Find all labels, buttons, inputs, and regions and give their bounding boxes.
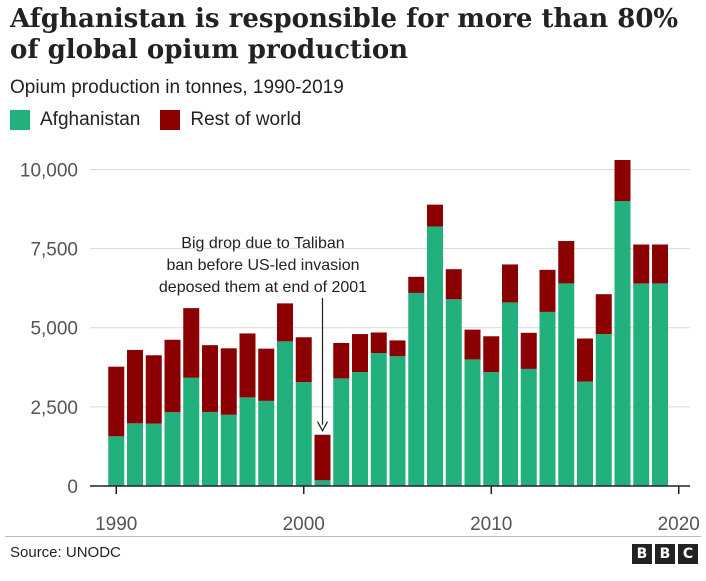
bar-afghanistan bbox=[333, 378, 350, 486]
bar-afghanistan bbox=[220, 414, 237, 486]
bar-afghanistan bbox=[108, 436, 125, 486]
bar-rest-of-world bbox=[633, 244, 650, 284]
bar-rest-of-world bbox=[502, 264, 518, 303]
bar-rest-of-world bbox=[558, 241, 575, 284]
source-note: Source: UNODC bbox=[10, 544, 121, 561]
bar-afghanistan bbox=[445, 299, 462, 486]
bbc-logo-letter: B bbox=[655, 544, 675, 564]
bar-rest-of-world bbox=[277, 303, 293, 342]
annotation-text: deposed them at end of 2001 bbox=[159, 279, 367, 296]
bar-rest-of-world bbox=[164, 339, 181, 413]
bar-rest-of-world bbox=[595, 294, 612, 335]
legend-item-rest-of-world: Rest of world bbox=[160, 109, 301, 131]
bbc-logo-letter: C bbox=[678, 544, 698, 564]
bar-afghanistan bbox=[427, 226, 443, 487]
bar-afghanistan bbox=[502, 302, 518, 486]
bar-rest-of-world bbox=[464, 329, 481, 360]
y-tick-label: 2,500 bbox=[30, 398, 78, 419]
bar-afghanistan bbox=[614, 201, 631, 486]
legend-label-afghanistan: Afghanistan bbox=[40, 109, 141, 130]
legend-item-afghanistan: Afghanistan bbox=[10, 109, 140, 131]
chart-title: Afghanistan is responsible for more than… bbox=[10, 4, 679, 65]
chart-subtitle: Opium production in tonnes, 1990-2019 bbox=[10, 77, 344, 98]
bar-afghanistan bbox=[314, 480, 331, 486]
bar-rest-of-world bbox=[333, 342, 350, 379]
bar-rest-of-world bbox=[427, 204, 443, 227]
bar-afghanistan bbox=[595, 334, 612, 486]
y-tick-label: 5,000 bbox=[30, 319, 78, 340]
footer-divider bbox=[5, 536, 701, 537]
bar-afghanistan bbox=[370, 353, 387, 486]
bar-afghanistan bbox=[558, 283, 575, 486]
bar-afghanistan bbox=[145, 423, 162, 486]
bar-afghanistan bbox=[202, 411, 218, 486]
y-tick-label: 10,000 bbox=[20, 160, 78, 181]
bar-afghanistan bbox=[408, 292, 425, 486]
bar-rest-of-world bbox=[520, 332, 537, 369]
legend: Afghanistan Rest of world bbox=[10, 109, 321, 131]
bar-afghanistan bbox=[183, 377, 200, 486]
x-tick-label: 2000 bbox=[283, 514, 325, 535]
bar-afghanistan bbox=[277, 341, 293, 486]
bar-rest-of-world bbox=[295, 337, 312, 383]
bar-rest-of-world bbox=[614, 160, 631, 202]
bar-rest-of-world bbox=[239, 333, 256, 398]
x-tick-label: 2010 bbox=[470, 514, 512, 535]
bbc-logo-letter: B bbox=[632, 544, 652, 564]
bar-rest-of-world bbox=[577, 338, 593, 382]
bar-afghanistan bbox=[577, 381, 593, 486]
bar-afghanistan bbox=[352, 372, 368, 486]
bar-rest-of-world bbox=[258, 348, 275, 401]
annotation-text: ban before US-led invasion bbox=[166, 257, 359, 274]
annotation-arrowhead bbox=[316, 421, 329, 432]
bar-rest-of-world bbox=[539, 269, 556, 312]
bar-rest-of-world bbox=[220, 348, 237, 415]
bbc-logo: B B C bbox=[632, 544, 698, 564]
legend-label-rest-of-world: Rest of world bbox=[190, 109, 302, 130]
bar-afghanistan bbox=[633, 283, 650, 486]
bar-rest-of-world bbox=[127, 349, 143, 424]
annotation-text: Big drop due to Taliban bbox=[181, 235, 344, 252]
legend-swatch-rest-of-world bbox=[160, 110, 181, 130]
bar-afghanistan bbox=[464, 359, 481, 486]
legend-swatch-afghanistan bbox=[10, 110, 30, 130]
bar-afghanistan bbox=[127, 423, 143, 486]
bar-rest-of-world bbox=[370, 332, 387, 354]
bar-afghanistan bbox=[539, 311, 556, 486]
bar-afghanistan bbox=[389, 356, 406, 486]
bar-rest-of-world bbox=[408, 276, 425, 293]
bar-rest-of-world bbox=[145, 355, 162, 424]
bar-afghanistan bbox=[652, 283, 668, 486]
bar-afghanistan bbox=[295, 382, 312, 486]
x-tick-label: 2020 bbox=[658, 514, 700, 535]
bar-rest-of-world bbox=[314, 434, 331, 481]
bar-rest-of-world bbox=[108, 366, 125, 437]
bar-afghanistan bbox=[483, 372, 500, 486]
y-tick-label: 0 bbox=[67, 477, 78, 498]
chart-plot: 0 2,500 5,000 7,500 10,000 1990 2000 2010 2020 Bi… bbox=[20, 160, 700, 535]
bar-afghanistan bbox=[258, 400, 275, 486]
y-tick-label: 7,500 bbox=[30, 240, 78, 261]
bar-rest-of-world bbox=[483, 336, 500, 373]
bar-rest-of-world bbox=[202, 345, 218, 412]
x-tick-label: 1990 bbox=[95, 514, 137, 535]
bar-afghanistan bbox=[164, 412, 181, 486]
bar-rest-of-world bbox=[352, 334, 368, 373]
bar-rest-of-world bbox=[445, 269, 462, 300]
bar-afghanistan bbox=[520, 368, 537, 486]
bar-afghanistan bbox=[239, 397, 256, 486]
bar-rest-of-world bbox=[183, 308, 200, 378]
bar-rest-of-world bbox=[389, 340, 406, 357]
bar-rest-of-world bbox=[652, 244, 668, 284]
